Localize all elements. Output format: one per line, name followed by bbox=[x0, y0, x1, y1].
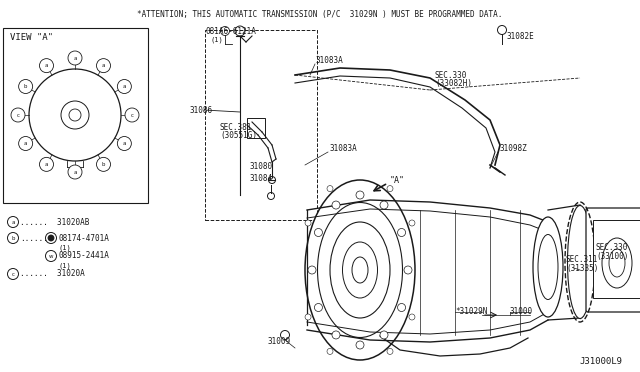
Bar bbox=[247, 118, 265, 138]
Text: a: a bbox=[123, 84, 126, 89]
FancyBboxPatch shape bbox=[586, 208, 640, 312]
Text: a: a bbox=[45, 162, 48, 167]
Text: c: c bbox=[17, 112, 19, 118]
Text: b: b bbox=[102, 162, 105, 167]
Circle shape bbox=[19, 80, 33, 93]
Text: SEC.330: SEC.330 bbox=[596, 244, 628, 253]
Circle shape bbox=[117, 80, 131, 93]
Circle shape bbox=[40, 59, 54, 73]
Text: 31080: 31080 bbox=[249, 161, 272, 170]
Circle shape bbox=[332, 331, 340, 339]
Text: SEC.330: SEC.330 bbox=[435, 71, 467, 80]
Circle shape bbox=[327, 349, 333, 355]
Circle shape bbox=[19, 137, 33, 151]
Text: (1): (1) bbox=[58, 245, 71, 251]
Circle shape bbox=[356, 341, 364, 349]
Text: a: a bbox=[73, 55, 77, 61]
Text: 31083A: 31083A bbox=[330, 144, 358, 153]
Circle shape bbox=[314, 304, 323, 311]
Text: 081A6-6121A: 081A6-6121A bbox=[205, 26, 256, 35]
Circle shape bbox=[68, 51, 82, 65]
Circle shape bbox=[380, 331, 388, 339]
Circle shape bbox=[68, 165, 82, 179]
Text: a: a bbox=[24, 141, 28, 146]
Bar bbox=[205, 30, 317, 220]
Text: (1): (1) bbox=[58, 263, 71, 269]
Circle shape bbox=[305, 314, 311, 320]
Circle shape bbox=[409, 314, 415, 320]
Circle shape bbox=[332, 201, 340, 209]
Text: ......  31020AB: ...... 31020AB bbox=[20, 218, 90, 227]
Circle shape bbox=[11, 108, 25, 122]
Text: 31084: 31084 bbox=[249, 173, 272, 183]
Ellipse shape bbox=[568, 205, 593, 318]
Circle shape bbox=[404, 266, 412, 274]
Circle shape bbox=[387, 186, 393, 192]
Text: 31009: 31009 bbox=[268, 337, 291, 346]
Text: (33100): (33100) bbox=[596, 251, 628, 260]
Bar bbox=[593, 220, 640, 298]
Text: a: a bbox=[123, 141, 126, 146]
Text: w: w bbox=[49, 253, 53, 259]
Text: (30551G): (30551G) bbox=[220, 131, 257, 140]
Text: 31000: 31000 bbox=[510, 308, 533, 317]
Circle shape bbox=[125, 108, 139, 122]
Ellipse shape bbox=[533, 217, 563, 317]
Text: 31086: 31086 bbox=[189, 106, 212, 115]
Text: 31082E: 31082E bbox=[507, 32, 535, 41]
Circle shape bbox=[97, 59, 111, 73]
Circle shape bbox=[117, 137, 131, 151]
Text: a: a bbox=[73, 170, 77, 174]
Text: *31029N: *31029N bbox=[455, 308, 488, 317]
Bar bbox=[3, 28, 148, 203]
Text: *ATTENTION; THIS AUTOMATIC TRANSMISSION (P/C  31029N ) MUST BE PROGRAMMED DATA.: *ATTENTION; THIS AUTOMATIC TRANSMISSION … bbox=[138, 10, 502, 19]
Circle shape bbox=[48, 235, 54, 241]
Ellipse shape bbox=[352, 257, 368, 283]
Text: a: a bbox=[45, 63, 48, 68]
Ellipse shape bbox=[317, 202, 403, 337]
Text: SEC.311: SEC.311 bbox=[566, 256, 598, 264]
Text: ......: ...... bbox=[20, 234, 48, 243]
Text: b: b bbox=[12, 235, 15, 241]
Circle shape bbox=[314, 228, 323, 237]
Circle shape bbox=[387, 349, 393, 355]
Circle shape bbox=[356, 191, 364, 199]
Ellipse shape bbox=[305, 180, 415, 360]
Text: b: b bbox=[24, 84, 28, 89]
Text: ......  31020A: ...... 31020A bbox=[20, 269, 84, 279]
Circle shape bbox=[380, 201, 388, 209]
Text: VIEW "A": VIEW "A" bbox=[10, 32, 53, 42]
Circle shape bbox=[409, 220, 415, 226]
Text: (31335): (31335) bbox=[566, 263, 598, 273]
Text: (1): (1) bbox=[210, 37, 223, 43]
Circle shape bbox=[305, 220, 311, 226]
Text: J31000L9: J31000L9 bbox=[579, 357, 622, 366]
Circle shape bbox=[97, 157, 111, 171]
Text: a: a bbox=[12, 219, 15, 224]
Text: 08915-2441A: 08915-2441A bbox=[58, 251, 109, 260]
Circle shape bbox=[308, 266, 316, 274]
Text: 31098Z: 31098Z bbox=[500, 144, 528, 153]
Text: c: c bbox=[12, 272, 15, 276]
Circle shape bbox=[327, 186, 333, 192]
Text: (33082H): (33082H) bbox=[435, 78, 472, 87]
Circle shape bbox=[397, 228, 406, 237]
Text: a: a bbox=[102, 63, 105, 68]
Circle shape bbox=[40, 157, 54, 171]
Text: "A": "A" bbox=[390, 176, 405, 185]
Text: 08174-4701A: 08174-4701A bbox=[58, 234, 109, 243]
Text: c: c bbox=[131, 112, 134, 118]
Text: 31083A: 31083A bbox=[316, 55, 344, 64]
Circle shape bbox=[397, 304, 406, 311]
Text: SEC.381: SEC.381 bbox=[220, 122, 252, 131]
